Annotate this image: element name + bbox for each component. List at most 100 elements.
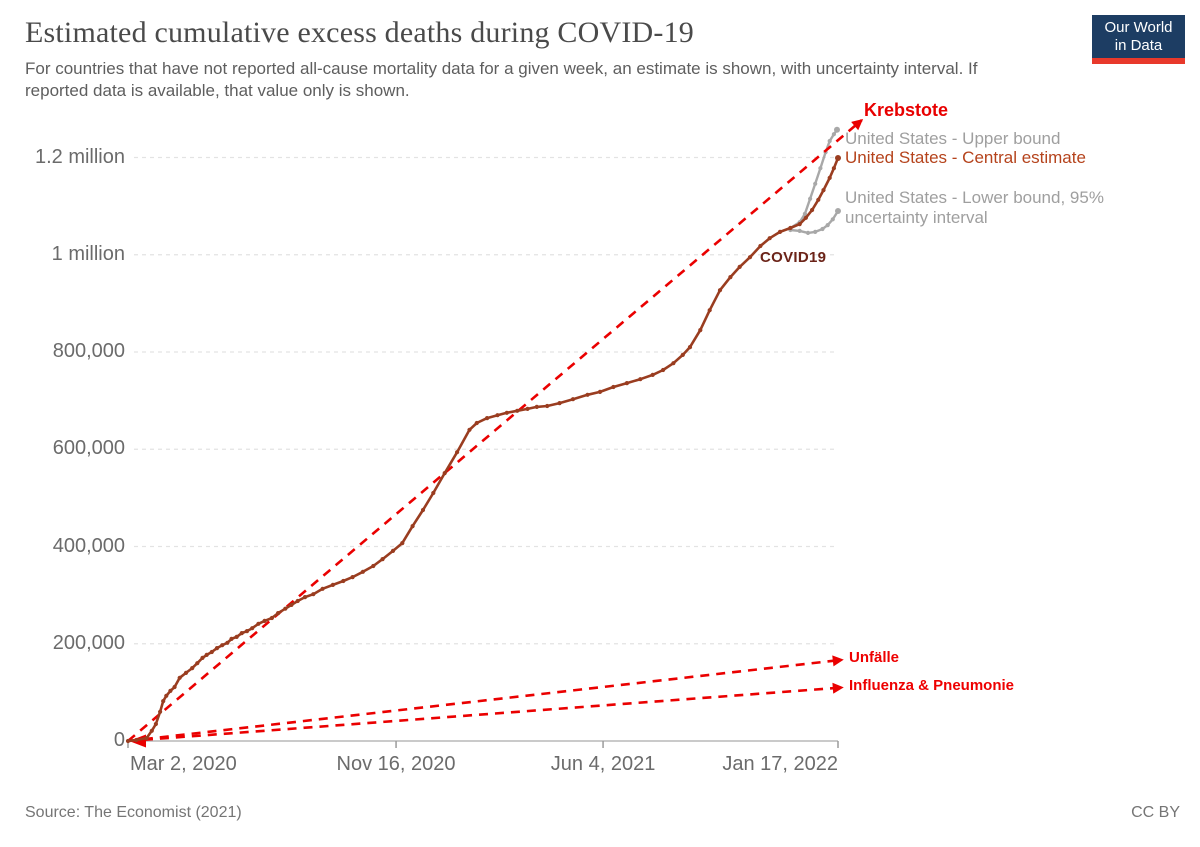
data-point-marker xyxy=(797,222,802,227)
data-point-marker xyxy=(250,626,255,631)
data-point-marker xyxy=(802,211,808,216)
data-point-marker xyxy=(269,615,274,621)
data-point-marker xyxy=(209,649,214,655)
data-point-marker xyxy=(570,397,576,402)
owid-logo-line2: in Data xyxy=(1114,37,1163,54)
data-point-marker xyxy=(650,372,655,377)
data-point-marker xyxy=(225,640,230,645)
data-point-marker xyxy=(134,737,139,743)
data-point-marker xyxy=(485,416,490,421)
data-point-marker xyxy=(707,308,712,313)
data-point-marker xyxy=(737,264,742,269)
data-point-marker xyxy=(747,255,753,260)
data-point-marker xyxy=(534,404,539,409)
data-point-marker xyxy=(144,736,149,741)
data-point-marker xyxy=(831,166,837,171)
data-point-marker xyxy=(371,563,376,569)
data-point-marker xyxy=(827,138,832,144)
series-line xyxy=(127,157,840,743)
data-point-marker xyxy=(350,575,355,580)
data-point-marker xyxy=(698,328,703,333)
data-point-marker xyxy=(410,524,415,529)
chart-subtitle: For countries that have not reported all… xyxy=(25,59,978,101)
data-point-marker xyxy=(168,688,173,694)
data-point-marker xyxy=(827,175,832,180)
data-point-marker xyxy=(229,636,234,642)
data-point-marker xyxy=(244,629,250,634)
data-point-marker xyxy=(204,652,209,658)
data-point-marker xyxy=(788,225,793,231)
data-point-marker xyxy=(671,361,676,366)
data-point-marker xyxy=(474,420,479,426)
data-point-marker xyxy=(400,541,405,546)
data-point-marker xyxy=(239,631,244,636)
data-point-marker xyxy=(504,410,509,415)
owid-logo: Our World in Data xyxy=(1092,15,1185,64)
data-point-marker xyxy=(295,598,300,604)
annotation-unfaelle: Unfälle xyxy=(849,649,900,666)
series-label-upper-bound: United States - Upper bound xyxy=(845,129,1061,148)
series-end-marker xyxy=(835,155,841,161)
data-point-marker xyxy=(431,490,436,496)
data-point-marker xyxy=(214,646,220,651)
data-point-marker xyxy=(717,288,723,293)
series-label-lower-bound-line1: United States - Lower bound, 95% xyxy=(845,188,1104,207)
data-point-marker xyxy=(276,611,281,616)
data-point-marker xyxy=(200,655,205,661)
annotation-arrow xyxy=(127,655,844,743)
data-point-marker xyxy=(728,275,733,280)
series-end-marker xyxy=(834,126,840,133)
data-point-marker xyxy=(420,507,426,513)
data-point-marker xyxy=(680,352,685,357)
y-tick-label: 600,000 xyxy=(52,437,125,460)
data-point-marker xyxy=(624,381,630,386)
owid-logo-line1: Our World xyxy=(1104,19,1173,36)
series-label-lower-bound-line2: uncertainty interval xyxy=(845,208,988,227)
data-point-marker xyxy=(125,738,131,744)
data-point-marker xyxy=(390,548,396,554)
data-point-marker xyxy=(830,217,835,222)
data-point-marker xyxy=(283,606,288,611)
y-tick-label: 200,000 xyxy=(52,631,125,654)
data-point-marker xyxy=(289,602,294,608)
data-point-marker xyxy=(831,132,837,137)
data-point-marker xyxy=(161,699,166,704)
data-point-marker xyxy=(495,413,500,418)
data-point-marker xyxy=(320,586,325,591)
data-point-marker xyxy=(190,666,195,671)
data-point-marker xyxy=(797,228,802,233)
data-point-marker xyxy=(545,403,550,409)
data-point-marker xyxy=(515,408,520,413)
annotation-influenza: Influenza & Pneumonie xyxy=(849,677,1015,694)
data-point-marker xyxy=(380,557,385,562)
data-point-marker xyxy=(172,684,177,690)
data-point-marker xyxy=(442,471,447,476)
data-point-marker xyxy=(825,223,830,228)
data-point-marker xyxy=(262,618,267,624)
data-point-marker xyxy=(183,670,189,676)
series-line xyxy=(789,129,838,230)
annotation-arrow xyxy=(127,118,864,742)
data-point-marker xyxy=(803,215,809,220)
data-point-marker xyxy=(256,621,261,626)
y-tick-label: 0 xyxy=(113,729,125,751)
y-tick-label: 1 million xyxy=(51,242,125,265)
data-point-marker xyxy=(149,728,154,733)
data-point-marker xyxy=(177,675,182,680)
data-point-marker xyxy=(330,582,335,588)
data-point-marker xyxy=(220,643,225,648)
data-point-marker xyxy=(455,450,460,455)
data-point-marker xyxy=(818,166,823,171)
data-point-marker xyxy=(813,181,818,186)
data-point-marker xyxy=(821,188,826,193)
y-tick-label: 400,000 xyxy=(52,534,125,557)
data-point-marker xyxy=(164,693,169,698)
annotation-krebstote: Krebstote xyxy=(864,100,949,120)
data-point-marker xyxy=(597,389,603,394)
data-point-marker xyxy=(302,595,308,600)
data-point-marker xyxy=(585,392,590,397)
series-label-central-estimate: United States - Central estimate xyxy=(845,148,1086,167)
x-tick-label: Jun 4, 2021 xyxy=(550,753,656,775)
